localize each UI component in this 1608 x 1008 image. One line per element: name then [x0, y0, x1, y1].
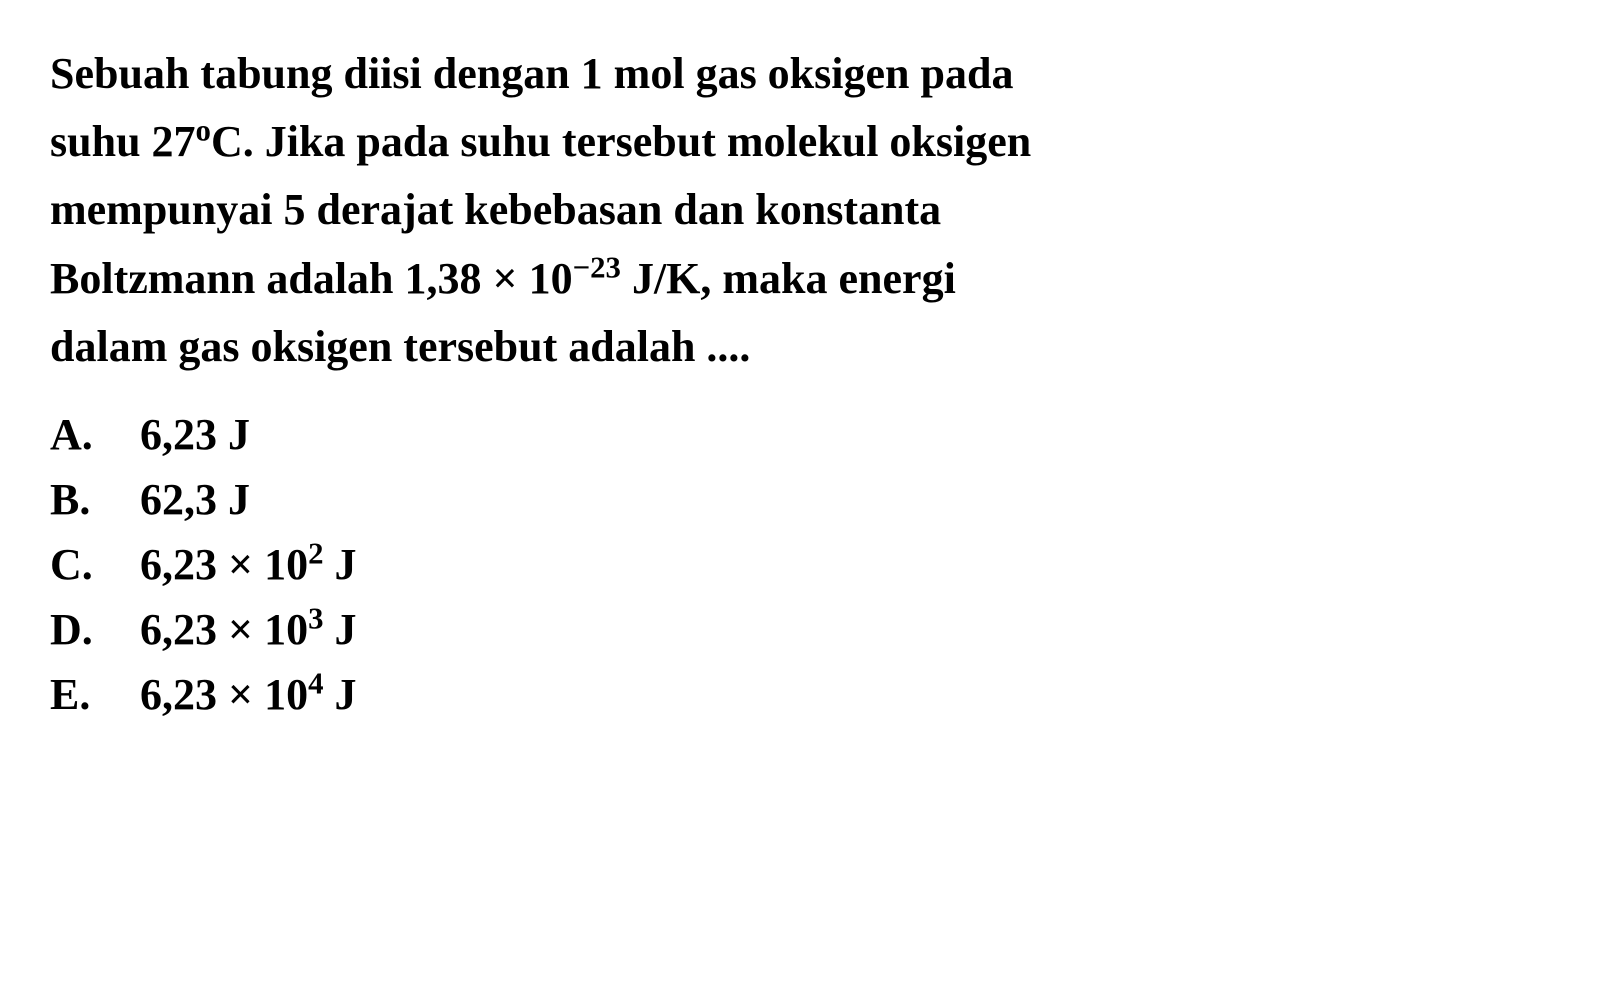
- question-exp: −23: [573, 250, 621, 284]
- question-degree: o: [196, 114, 211, 148]
- question-line1: Sebuah tabung diisi dengan 1 mol gas oks…: [50, 49, 1013, 98]
- option-e-letter: E.: [50, 669, 140, 720]
- question-line2-part1: suhu 27: [50, 117, 196, 166]
- option-c: C. 6,23 × 102 J: [50, 539, 1558, 590]
- option-e: E. 6,23 × 104 J: [50, 669, 1558, 720]
- option-c-exp: 2: [308, 536, 323, 570]
- question-line5: dalam gas oksigen tersebut adalah ....: [50, 322, 750, 371]
- option-c-value: 6,23 × 102 J: [140, 539, 1558, 590]
- option-d-part2: J: [323, 605, 356, 654]
- option-b-value: 62,3 J: [140, 474, 1558, 525]
- question-line4-part2: J/K, maka energi: [621, 254, 956, 303]
- question-line4-part1: Boltzmann adalah 1,38 × 10: [50, 254, 573, 303]
- option-e-part2: J: [323, 670, 356, 719]
- option-a-letter: A.: [50, 409, 140, 460]
- option-b: B. 62,3 J: [50, 474, 1558, 525]
- question-line2-part2: C. Jika pada suhu tersebut molekul oksig…: [211, 117, 1031, 166]
- option-d-part1: 6,23 × 10: [140, 605, 308, 654]
- options-list: A. 6,23 J B. 62,3 J C. 6,23 × 102 J D. 6…: [50, 409, 1558, 720]
- option-d: D. 6,23 × 103 J: [50, 604, 1558, 655]
- option-a-value: 6,23 J: [140, 409, 1558, 460]
- option-c-part2: J: [323, 540, 356, 589]
- option-e-exp: 4: [308, 666, 323, 700]
- option-a: A. 6,23 J: [50, 409, 1558, 460]
- option-c-part1: 6,23 × 10: [140, 540, 308, 589]
- question-text: Sebuah tabung diisi dengan 1 mol gas oks…: [50, 40, 1558, 381]
- option-e-part1: 6,23 × 10: [140, 670, 308, 719]
- option-e-value: 6,23 × 104 J: [140, 669, 1558, 720]
- option-b-letter: B.: [50, 474, 140, 525]
- option-c-letter: C.: [50, 539, 140, 590]
- option-d-value: 6,23 × 103 J: [140, 604, 1558, 655]
- question-line3: mempunyai 5 derajat kebebasan dan konsta…: [50, 185, 941, 234]
- option-d-exp: 3: [308, 601, 323, 635]
- option-d-letter: D.: [50, 604, 140, 655]
